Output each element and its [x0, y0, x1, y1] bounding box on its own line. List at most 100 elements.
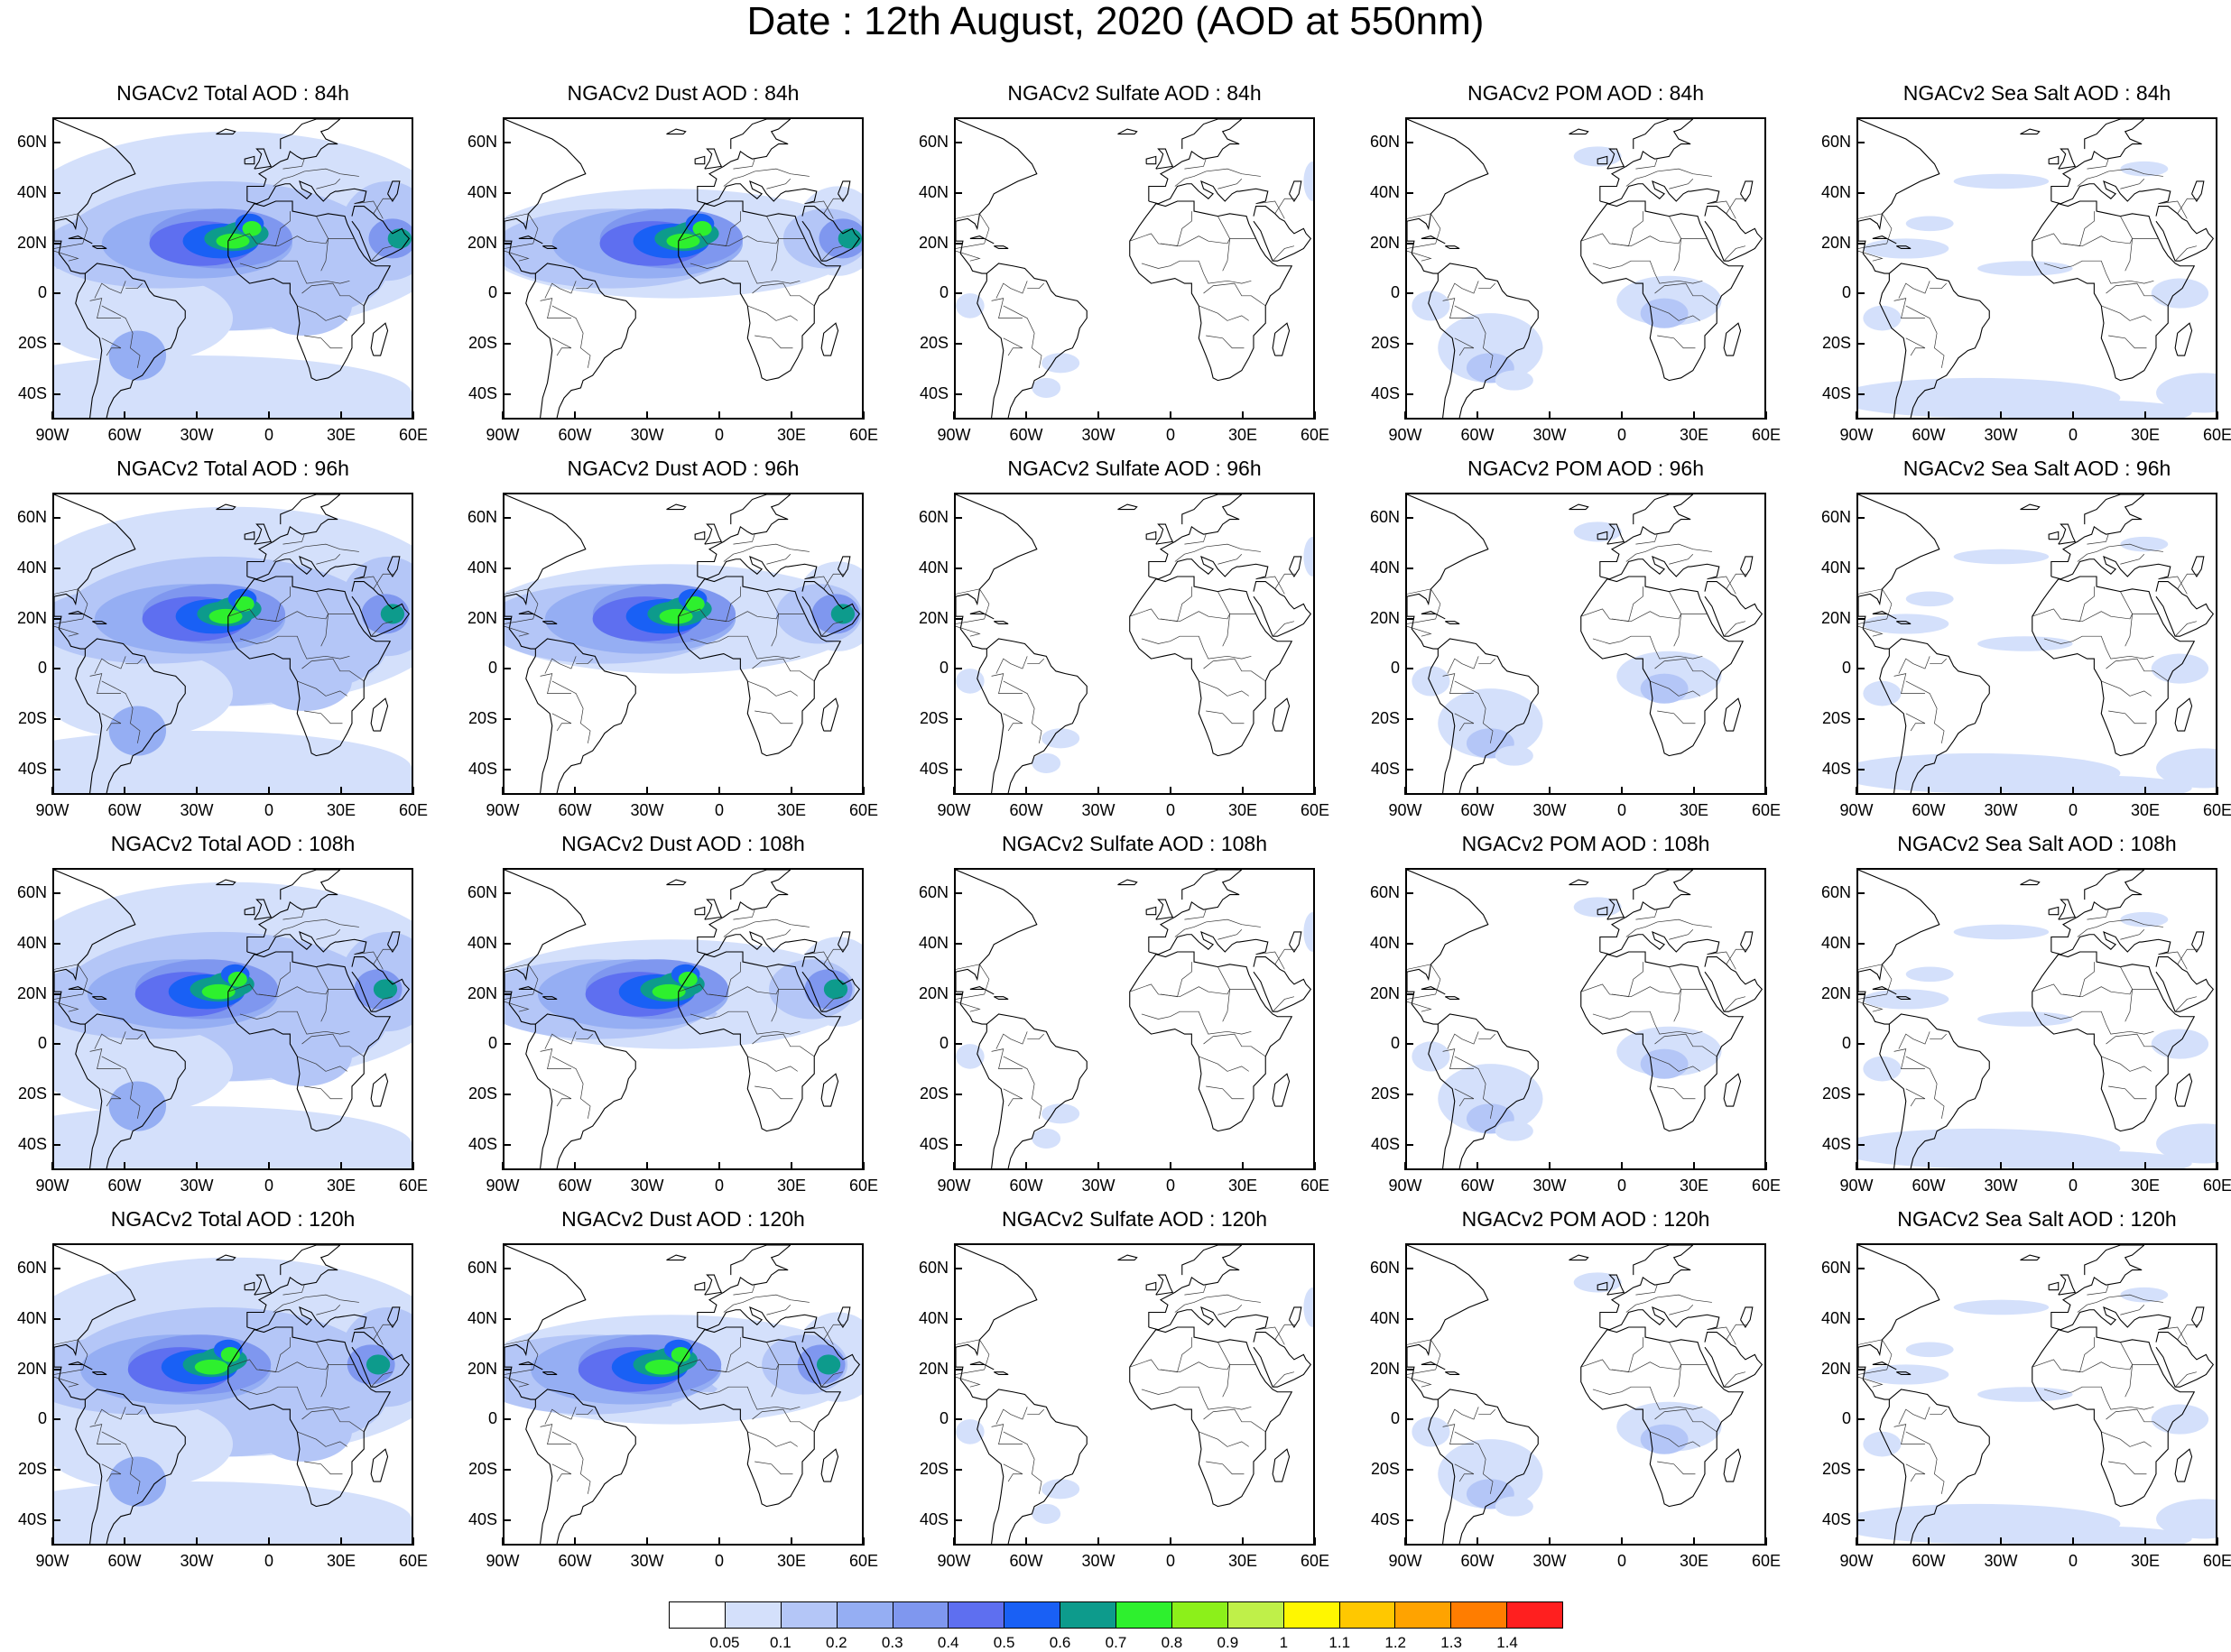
coastline [2050, 494, 2145, 577]
lon-tick [268, 787, 270, 795]
lat-tick-label: 40N [1369, 933, 1400, 952]
country-border [1255, 200, 1285, 219]
lat-tick [503, 1368, 511, 1371]
country-border [1003, 1463, 1023, 1482]
aod-map [54, 119, 412, 418]
country-border [820, 245, 844, 262]
country-border [678, 983, 805, 998]
country-border [239, 1386, 350, 1410]
coastline [678, 576, 842, 757]
lat-tick [1856, 942, 1865, 945]
coastline [666, 879, 687, 886]
lat-tick-label: 40S [467, 760, 497, 779]
country-border [804, 200, 834, 219]
lon-tick-label: 60E [2202, 426, 2231, 444]
country-border [1611, 586, 1643, 623]
coastline [2155, 580, 2215, 637]
country-border [752, 1408, 815, 1433]
country-border [1203, 658, 1266, 682]
lon-tick-label: 90W [937, 426, 971, 444]
lat-tick-label: 40S [1370, 1135, 1400, 1154]
lat-tick [954, 567, 962, 569]
country-border [2043, 260, 2154, 284]
lat-tick [1856, 891, 1865, 894]
country-border [1199, 680, 1249, 697]
map-frame [954, 1243, 1315, 1546]
country-border [304, 1085, 343, 1100]
coastline [1858, 588, 1893, 624]
country-border [1141, 1386, 1252, 1410]
lat-tick-label: 40S [1821, 1510, 1851, 1529]
country-border [576, 658, 593, 664]
colorbar-swatch [1283, 1602, 1340, 1628]
coastline [216, 503, 236, 511]
lat-tick [503, 242, 511, 245]
lon-tick-label: 30E [1227, 801, 1258, 819]
country-border [1657, 335, 1696, 349]
lon-tick-label: 60W [558, 426, 592, 444]
coastline [1129, 1326, 1293, 1508]
lat-tick-label: 40N [1820, 558, 1851, 577]
aod-contour [1438, 688, 1543, 759]
lon-tick [953, 787, 955, 795]
lon-tick-label: 60E [1751, 1177, 1782, 1195]
country-border [1199, 1056, 1249, 1072]
colorbar-label: 0.05 [709, 1634, 740, 1651]
coastline [730, 870, 791, 900]
country-border [101, 1088, 122, 1107]
lon-tick-label: 30W [1984, 801, 2018, 819]
lon-tick [1404, 1537, 1406, 1546]
lon-tick-label: 30E [326, 801, 356, 819]
lat-tick-label: 20S [919, 1460, 949, 1479]
lat-tick-label: 20N [1820, 983, 1851, 1002]
lon-tick-label: 30W [1532, 801, 1567, 819]
country-border [1592, 1386, 1703, 1410]
lon-tick [1025, 411, 1027, 420]
country-border [708, 1337, 741, 1373]
coastline [2020, 503, 2041, 511]
lon-tick-label: 60E [2202, 1552, 2231, 1570]
aod-map [54, 870, 412, 1168]
lat-tick-label: 60N [16, 132, 47, 151]
lon-tick [196, 411, 198, 420]
lon-tick [2217, 1162, 2218, 1170]
lon-tick-label: 90W [486, 426, 520, 444]
aod-map [956, 119, 1313, 418]
lon-tick [2000, 411, 2002, 420]
coastline [1599, 1306, 1720, 1331]
lat-tick [1405, 1368, 1413, 1371]
aod-contour [956, 1044, 985, 1069]
country-border [2062, 586, 2095, 623]
coastline [969, 986, 995, 995]
coastline [994, 621, 1009, 625]
lon-tick [2072, 1162, 2074, 1170]
coastline [1438, 1013, 1539, 1168]
coastline [1872, 986, 1897, 995]
lat-tick-label: 20N [467, 1359, 497, 1378]
lon-tick-label: 30E [1227, 1177, 1258, 1195]
coastline [518, 611, 543, 620]
country-border [991, 298, 1023, 318]
country-border [1905, 337, 1926, 356]
lon-tick-label: 30E [1679, 1177, 1709, 1195]
country-border [995, 1407, 1028, 1425]
country-border [747, 680, 798, 697]
aod-contour [1905, 591, 1954, 607]
coastline [697, 556, 818, 580]
lat-tick-label: 0 [939, 659, 949, 678]
country-border [2101, 1431, 2152, 1447]
coastline [1704, 580, 1764, 637]
aod-contour [201, 983, 236, 1000]
coastline [1407, 1339, 1441, 1375]
lat-tick-label: 20N [16, 233, 47, 252]
lat-tick [503, 891, 511, 894]
map-frame [954, 493, 1315, 795]
coastline [351, 205, 411, 262]
lat-tick [503, 668, 511, 670]
country-border [316, 1342, 329, 1398]
coastline [244, 155, 255, 165]
country-border [995, 656, 1028, 674]
coastline [1117, 128, 1138, 135]
panel-title: NGACv2 Dust AOD : 120h [561, 1207, 805, 1231]
country-border [101, 713, 122, 732]
